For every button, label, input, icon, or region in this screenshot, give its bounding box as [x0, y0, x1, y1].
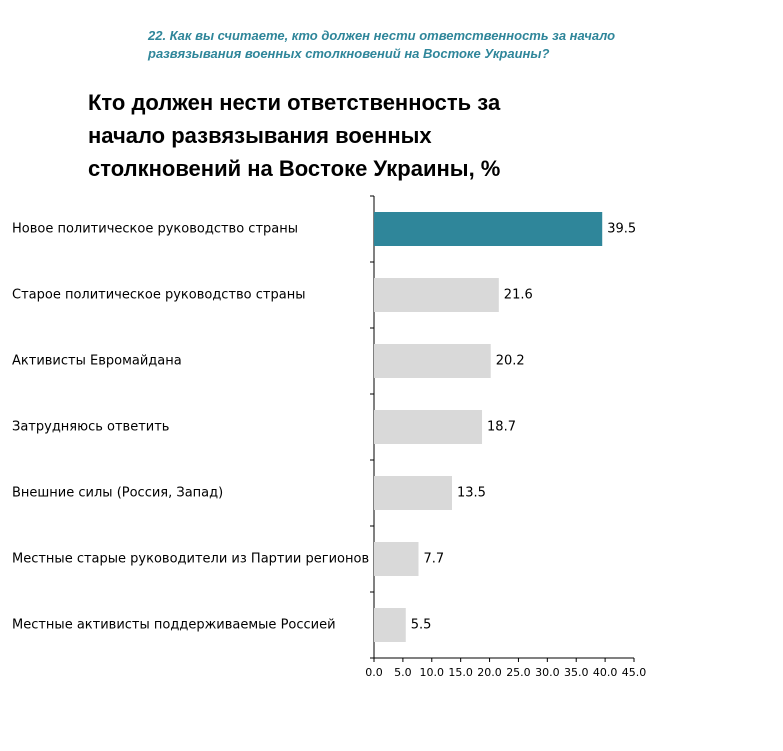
- x-tick-label: 35.0: [564, 666, 589, 679]
- value-label: 13.5: [457, 486, 486, 501]
- x-tick-label: 45.0: [622, 666, 647, 679]
- category-label: Затрудняюсь ответить: [12, 420, 169, 435]
- value-label: 21.6: [504, 288, 533, 303]
- value-label: 5.5: [411, 618, 432, 633]
- bar: [374, 476, 452, 510]
- bar: [374, 410, 483, 444]
- x-tick-label: 20.0: [477, 666, 502, 679]
- bar: [374, 344, 491, 378]
- x-tick-label: 5.0: [394, 666, 412, 679]
- bar: [374, 542, 419, 576]
- x-tick-label: 30.0: [535, 666, 560, 679]
- value-label: 39.5: [607, 222, 636, 237]
- x-tick-label: 15.0: [448, 666, 473, 679]
- category-label: Местные старые руководители из Партии ре…: [12, 552, 369, 567]
- bar: [374, 212, 603, 246]
- category-label: Внешние силы (Россия, Запад): [12, 486, 223, 501]
- x-tick-label: 0.0: [365, 666, 383, 679]
- value-label: 20.2: [496, 354, 525, 369]
- x-tick-label: 40.0: [593, 666, 618, 679]
- chart-title: Кто должен нести ответственность за нача…: [88, 90, 501, 181]
- category-label: Активисты Евромайдана: [12, 354, 182, 369]
- bar: [374, 278, 499, 312]
- x-tick-label: 10.0: [420, 666, 445, 679]
- question: 22. Как вы считаете, кто должен нести от…: [148, 28, 616, 61]
- category-label: Старое политическое руководство страны: [12, 288, 305, 303]
- x-tick-label: 25.0: [506, 666, 531, 679]
- category-label: Местные активисты поддерживаемые Россией: [12, 618, 336, 633]
- value-label: 7.7: [423, 552, 444, 567]
- bar: [374, 608, 406, 642]
- value-label: 18.7: [487, 420, 516, 435]
- category-label: Новое политическое руководство страны: [12, 222, 298, 237]
